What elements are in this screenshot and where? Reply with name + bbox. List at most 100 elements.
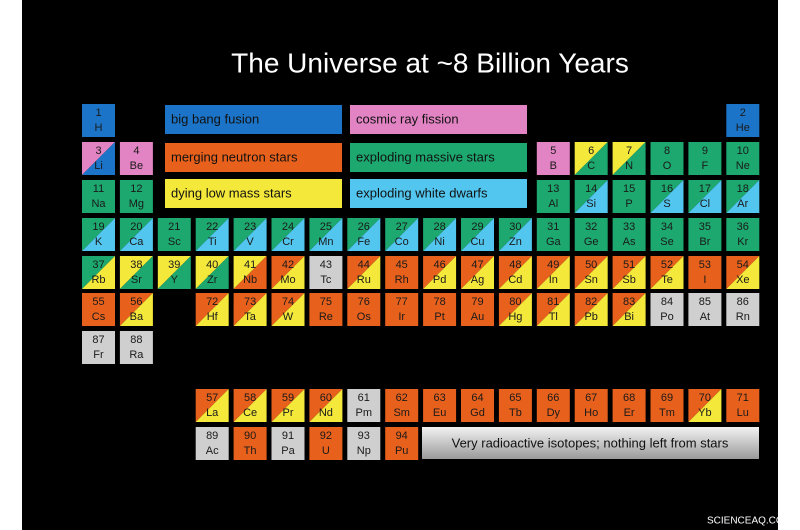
atomic-number: 82: [585, 296, 597, 308]
element-cell: [498, 389, 532, 422]
element-symbol: U: [322, 445, 330, 457]
atomic-number: 39: [168, 259, 180, 271]
element-symbol: N: [625, 160, 633, 172]
legend-box: [165, 105, 342, 134]
element-symbol: Cu: [470, 236, 484, 248]
atomic-number: 2: [740, 107, 746, 119]
element-cell: [726, 293, 760, 326]
element-cell: [309, 218, 343, 251]
atomic-number: 71: [737, 392, 749, 404]
atomic-number: 88: [130, 334, 142, 346]
element-cell: [347, 293, 381, 326]
atomic-number: 14: [585, 183, 597, 195]
element-symbol: W: [283, 311, 294, 323]
element-symbol: Ge: [584, 236, 599, 248]
element-cell: [650, 180, 684, 213]
legend-label: big bang fusion: [171, 111, 259, 126]
atomic-number: 70: [699, 392, 711, 404]
element-cell: [461, 256, 494, 289]
element-cell: [195, 389, 229, 422]
title: The Universe at ~8 Billion Years: [231, 47, 629, 78]
atomic-number: 72: [206, 296, 218, 308]
element-symbol: Pa: [281, 445, 295, 457]
atomic-number: 50: [585, 259, 597, 271]
element-symbol: Pb: [584, 311, 597, 323]
atomic-number: 5: [550, 145, 556, 157]
element-symbol: As: [623, 236, 636, 248]
element-symbol: Th: [244, 445, 257, 457]
element-cell: [726, 389, 760, 422]
element-cell: [233, 427, 267, 460]
atomic-number: 37: [92, 259, 104, 271]
element-cell: [233, 256, 267, 289]
element-cell: [157, 256, 191, 289]
element-symbol: B: [550, 160, 557, 172]
element-symbol: Li: [94, 160, 103, 172]
element-cell: [536, 389, 570, 422]
element-symbol: Pm: [356, 407, 373, 419]
element-symbol: Ag: [471, 274, 484, 286]
element-cell: [688, 389, 722, 422]
element-cell: [612, 389, 646, 422]
element-cell: [119, 293, 153, 326]
atomic-number: 36: [737, 221, 749, 233]
element-symbol: Ra: [129, 349, 144, 361]
element-cell: [423, 293, 457, 326]
element-cell: [726, 142, 760, 175]
atomic-number: 47: [471, 259, 483, 271]
element-symbol: Os: [357, 311, 372, 323]
atomic-number: 58: [244, 392, 256, 404]
atomic-number: 86: [737, 296, 749, 308]
element-cell: [650, 389, 684, 422]
element-cell: [157, 218, 191, 251]
element-cell: [650, 142, 684, 175]
element-cell: [195, 218, 229, 251]
element-cell: [385, 256, 419, 289]
element-cell: [271, 389, 305, 422]
element-cell: [119, 256, 153, 289]
element-cell: [271, 218, 305, 251]
atomic-number: 56: [130, 296, 142, 308]
element-symbol: Ru: [357, 274, 371, 286]
element-cell: [498, 218, 532, 251]
element-cell: [612, 293, 646, 326]
atomic-number: 66: [547, 392, 559, 404]
legend-label: cosmic ray fission: [356, 111, 459, 126]
element-symbol: Br: [699, 236, 710, 248]
element-symbol: Lu: [737, 407, 749, 419]
element-symbol: Ce: [243, 407, 257, 419]
element-symbol: Re: [319, 311, 333, 323]
atomic-number: 87: [92, 334, 104, 346]
element-symbol: O: [663, 160, 672, 172]
element-cell: [233, 389, 267, 422]
element-cell: [347, 427, 381, 460]
element-symbol: K: [95, 236, 103, 248]
element-symbol: Si: [586, 198, 596, 210]
atomic-number: 8: [664, 145, 670, 157]
element-cell: [536, 218, 570, 251]
element-symbol: Ho: [584, 407, 598, 419]
atomic-number: 89: [206, 430, 218, 442]
element-symbol: Pr: [283, 407, 294, 419]
atomic-number: 29: [471, 221, 483, 233]
element-cell: [498, 293, 532, 326]
element-cell: [612, 256, 646, 289]
element-symbol: Ne: [736, 160, 750, 172]
element-cell: [309, 427, 343, 460]
element-cell: [726, 256, 760, 289]
element-cell: [423, 389, 457, 422]
element-cell: [461, 389, 494, 422]
element-cell: [233, 293, 267, 326]
element-cell: [650, 218, 684, 251]
atomic-number: 6: [588, 145, 594, 157]
atomic-number: 3: [95, 145, 101, 157]
element-cell: [195, 427, 229, 460]
legend-box: [350, 179, 527, 208]
element-symbol: Nb: [243, 274, 257, 286]
element-symbol: F: [702, 160, 709, 172]
atomic-number: 4: [133, 145, 139, 157]
element-cell: [309, 293, 343, 326]
atomic-number: 63: [433, 392, 445, 404]
element-symbol: Mg: [129, 198, 144, 210]
